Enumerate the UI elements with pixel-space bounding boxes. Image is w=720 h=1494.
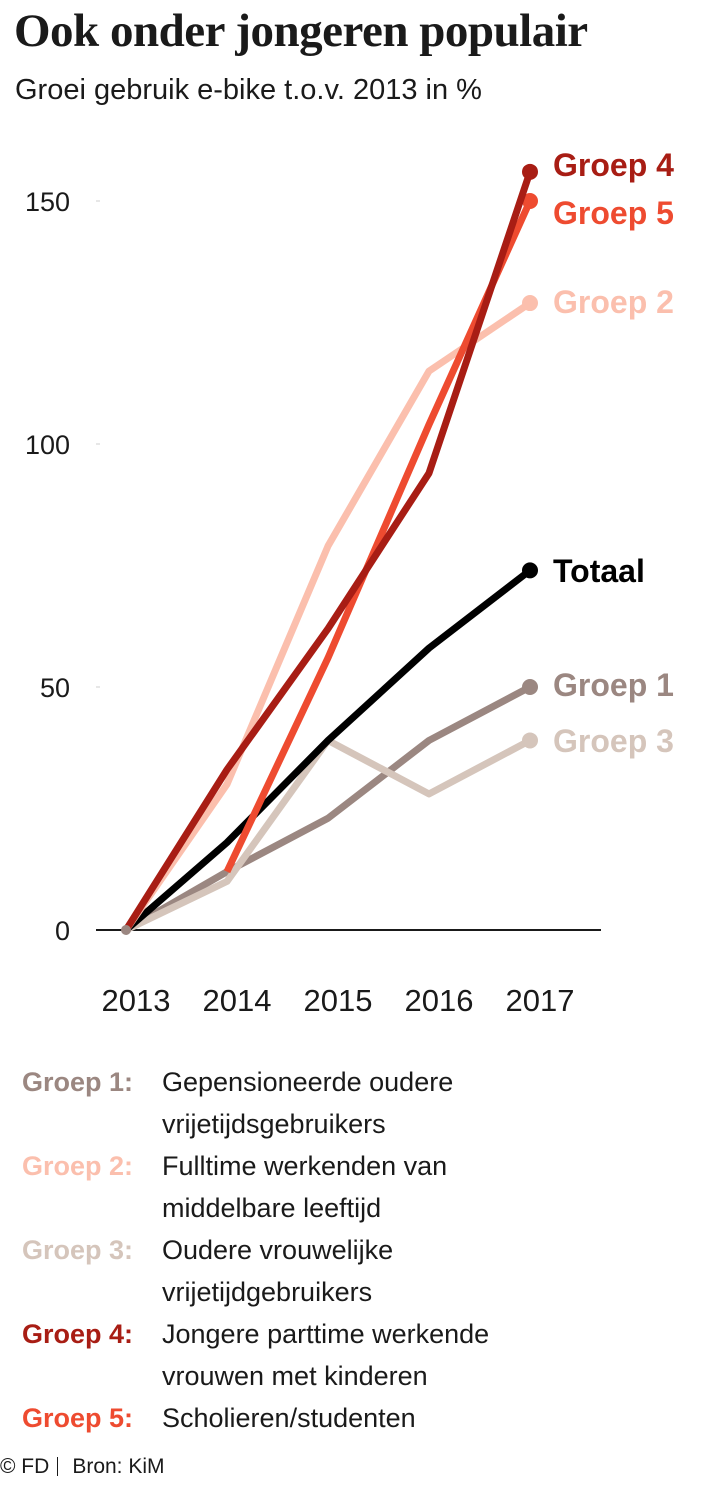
series-label-groep-1: Groep 1 bbox=[553, 667, 674, 703]
footer: © FD Bron: KiM bbox=[0, 1455, 165, 1479]
end-point-groep-5 bbox=[522, 193, 538, 209]
legend: Groep 1: Gepensioneerde oudere vrijetijd… bbox=[22, 1061, 702, 1439]
x-tick-label: 2014 bbox=[203, 983, 272, 1018]
series-label-groep-4: Groep 4 bbox=[553, 147, 674, 183]
legend-key: Groep 1: bbox=[22, 1067, 134, 1097]
legend-description: Fulltime werkenden van middelbare leefti… bbox=[162, 1151, 448, 1223]
legend-item-groep-1: Groep 1: Gepensioneerde oudere vrijetijd… bbox=[22, 1061, 702, 1145]
x-tick-label: 2016 bbox=[405, 983, 474, 1018]
end-point-groep-1 bbox=[522, 679, 538, 695]
end-point-groep-3 bbox=[522, 732, 538, 749]
copyright-label: © FD bbox=[0, 1455, 50, 1478]
legend-key: Groep 2: bbox=[22, 1151, 134, 1181]
series-line-totaal bbox=[123, 567, 533, 933]
x-tick-label: 2015 bbox=[304, 983, 373, 1018]
y-tick-label: 50 bbox=[40, 673, 70, 703]
source-label: Bron: KiM bbox=[72, 1455, 165, 1478]
chart-title: Ook onder jongeren populair bbox=[14, 5, 588, 57]
chart-subtitle: Groei gebruik e-bike t.o.v. 2013 in % bbox=[15, 74, 482, 106]
end-point-totaal bbox=[522, 562, 538, 579]
legend-description: Jongere parttime werkende vrouwen met ki… bbox=[162, 1319, 490, 1391]
legend-item-groep-4: Groep 4: Jongere parttime werkende vrouw… bbox=[22, 1313, 702, 1397]
series-label-totaal: Totaal bbox=[553, 553, 645, 589]
footer-divider bbox=[57, 1457, 59, 1476]
x-tick-label: 2013 bbox=[102, 983, 171, 1018]
x-tick-label: 2017 bbox=[506, 983, 575, 1018]
legend-item-groep-2: Groep 2: Fulltime werkenden van middelba… bbox=[22, 1145, 702, 1229]
legend-description: Scholieren/studenten bbox=[162, 1403, 416, 1433]
origin-point bbox=[121, 925, 131, 935]
legend-key: Groep 4: bbox=[22, 1319, 134, 1349]
legend-description: Gepensioneerde oudere vrijetijdsgebruike… bbox=[162, 1067, 454, 1139]
legend-description: Oudere vrouwelijke vrijetijdgebruikers bbox=[162, 1235, 394, 1307]
y-tick-label: 100 bbox=[25, 430, 70, 460]
legend-item-groep-5: Groep 5: Scholieren/studenten bbox=[22, 1397, 702, 1439]
end-point-groep-4 bbox=[522, 163, 538, 180]
series-line-groep-4 bbox=[123, 170, 534, 932]
line-chart: 0 50 100 150 2013 2014 2015 2016 2017 Groep 1 Groe… bbox=[25, 147, 674, 1018]
series-label-groep-2: Groep 2 bbox=[553, 284, 674, 320]
y-tick-label: 150 bbox=[25, 187, 70, 217]
end-point-groep-2 bbox=[522, 295, 538, 312]
legend-item-groep-3: Groep 3: Oudere vrouwelijke vrijetijdgeb… bbox=[22, 1229, 702, 1313]
series-line-groep-1 bbox=[124, 683, 532, 934]
series-label-groep-5: Groep 5 bbox=[553, 195, 674, 231]
series-label-groep-3: Groep 3 bbox=[553, 723, 674, 759]
y-tick-label: 0 bbox=[55, 916, 70, 946]
legend-key: Groep 5: bbox=[22, 1403, 134, 1433]
legend-key: Groep 3: bbox=[22, 1235, 134, 1265]
